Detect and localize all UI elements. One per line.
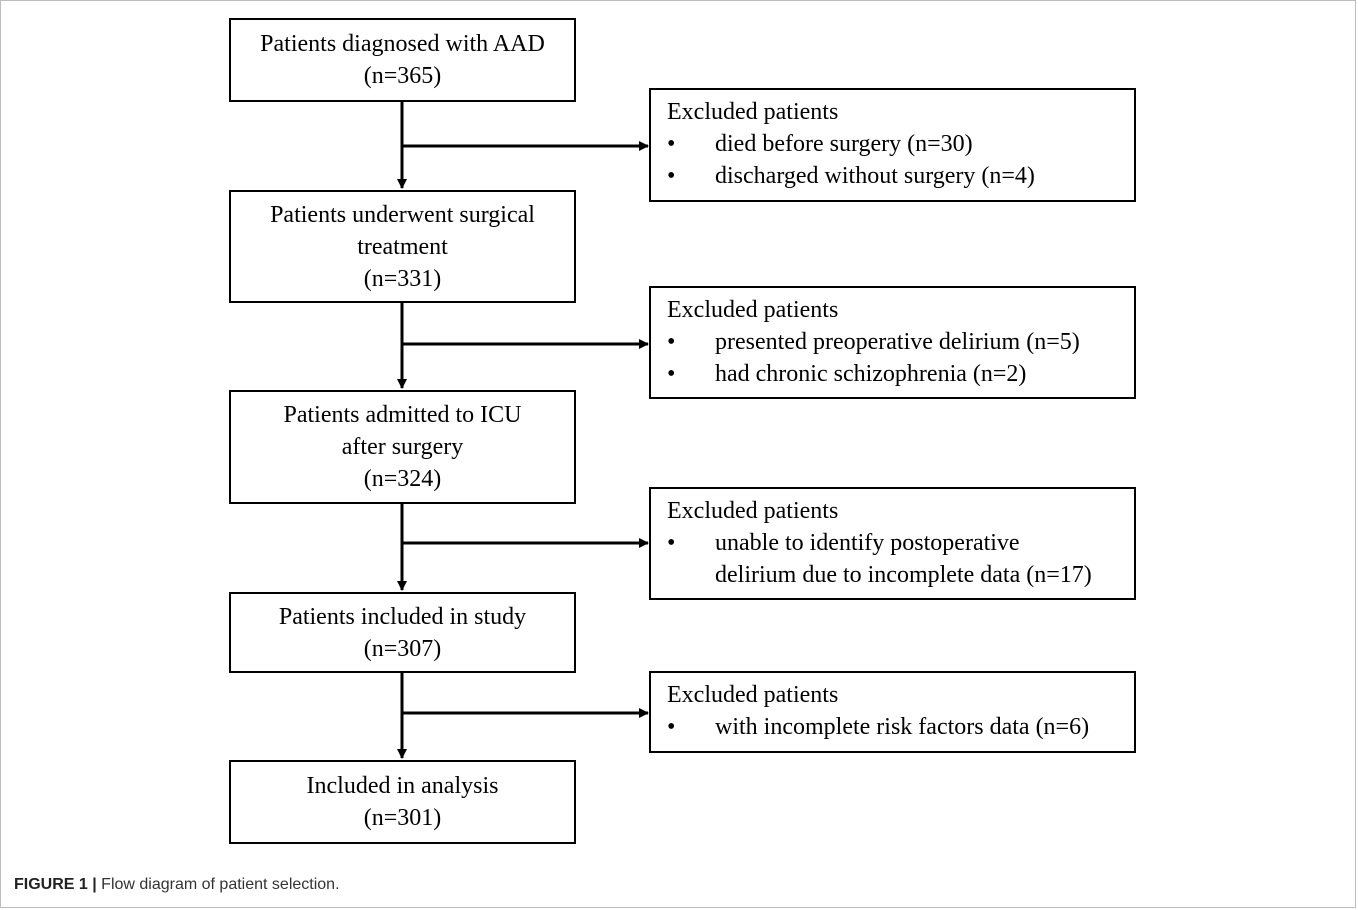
exclusion-title: Excluded patients bbox=[667, 498, 839, 524]
step-icu-box: Patients admitted to ICU after surgery (… bbox=[229, 390, 576, 504]
bullet: • bbox=[667, 530, 676, 556]
exclusion-box-3: Excluded patients • unable to identify p… bbox=[649, 487, 1136, 600]
step-surgery-text-2: treatment bbox=[357, 233, 448, 260]
step-surgery-text-1: Patients underwent surgical bbox=[270, 201, 535, 228]
exclusion-item-text: unable to identify postoperative bbox=[715, 530, 1020, 556]
step-surgery-count: (n=331) bbox=[363, 265, 442, 292]
bullet: • bbox=[667, 163, 676, 189]
exclusion-box-4: Excluded patients • with incomplete risk… bbox=[649, 671, 1136, 753]
step-analysis-text: Included in analysis bbox=[306, 773, 499, 799]
exclusion-box-1: Excluded patients • died before surgery … bbox=[649, 88, 1136, 202]
exclusion-item-text: with incomplete risk factors data (n=6) bbox=[715, 714, 1090, 740]
exclusion-title: Excluded patients bbox=[667, 682, 839, 708]
bullet: • bbox=[667, 714, 676, 740]
step-diagnosed-count: (n=365) bbox=[363, 63, 442, 89]
exclusion-item-text: died before surgery (n=30) bbox=[715, 131, 973, 157]
step-study-count: (n=307) bbox=[363, 635, 442, 662]
exclusion-item-text: had chronic schizophrenia (n=2) bbox=[715, 361, 1027, 387]
bullet: • bbox=[667, 361, 676, 387]
bullet: • bbox=[667, 329, 676, 355]
figure-label: FIGURE 1 | bbox=[14, 876, 97, 893]
exclusion-item: • had chronic schizophrenia (n=2) bbox=[667, 358, 1124, 390]
step-icu-count: (n=324) bbox=[363, 466, 442, 492]
exclusion-item: • with incomplete risk factors data (n=6… bbox=[667, 711, 1124, 743]
exclusion-item-text: discharged without surgery (n=4) bbox=[715, 163, 1035, 189]
step-surgery-box: Patients underwent surgical treatment (n… bbox=[229, 190, 576, 303]
step-icu-text-2: after surgery bbox=[341, 434, 464, 460]
exclusion-item: • unable to identify postoperative delir… bbox=[667, 527, 1124, 591]
exclusion-item: • died before surgery (n=30) bbox=[667, 128, 1124, 160]
step-analysis-count: (n=301) bbox=[363, 805, 442, 831]
exclusion-item: • discharged without surgery (n=4) bbox=[667, 160, 1124, 192]
exclusion-box-2: Excluded patients • presented preoperati… bbox=[649, 286, 1136, 399]
exclusion-item: • presented preoperative delirium (n=5) bbox=[667, 326, 1124, 358]
step-analysis-box: Included in analysis (n=301) bbox=[229, 760, 576, 844]
exclusion-item-text: presented preoperative delirium (n=5) bbox=[715, 329, 1080, 355]
step-icu-text-1: Patients admitted to ICU bbox=[283, 402, 522, 428]
figure-caption: FIGURE 1 | Flow diagram of patient selec… bbox=[14, 876, 340, 894]
exclusion-title: Excluded patients bbox=[667, 99, 839, 125]
step-diagnosed-box: Patients diagnosed with AAD (n=365) bbox=[229, 18, 576, 102]
step-study-text: Patients included in study bbox=[278, 603, 527, 630]
step-study-box: Patients included in study (n=307) bbox=[229, 592, 576, 673]
bullet: • bbox=[667, 131, 676, 157]
exclusion-item-text: delirium due to incomplete data (n=17) bbox=[715, 562, 1092, 588]
step-diagnosed-text: Patients diagnosed with AAD bbox=[260, 31, 545, 57]
exclusion-title: Excluded patients bbox=[667, 297, 839, 323]
caption-text: Flow diagram of patient selection. bbox=[96, 876, 340, 893]
